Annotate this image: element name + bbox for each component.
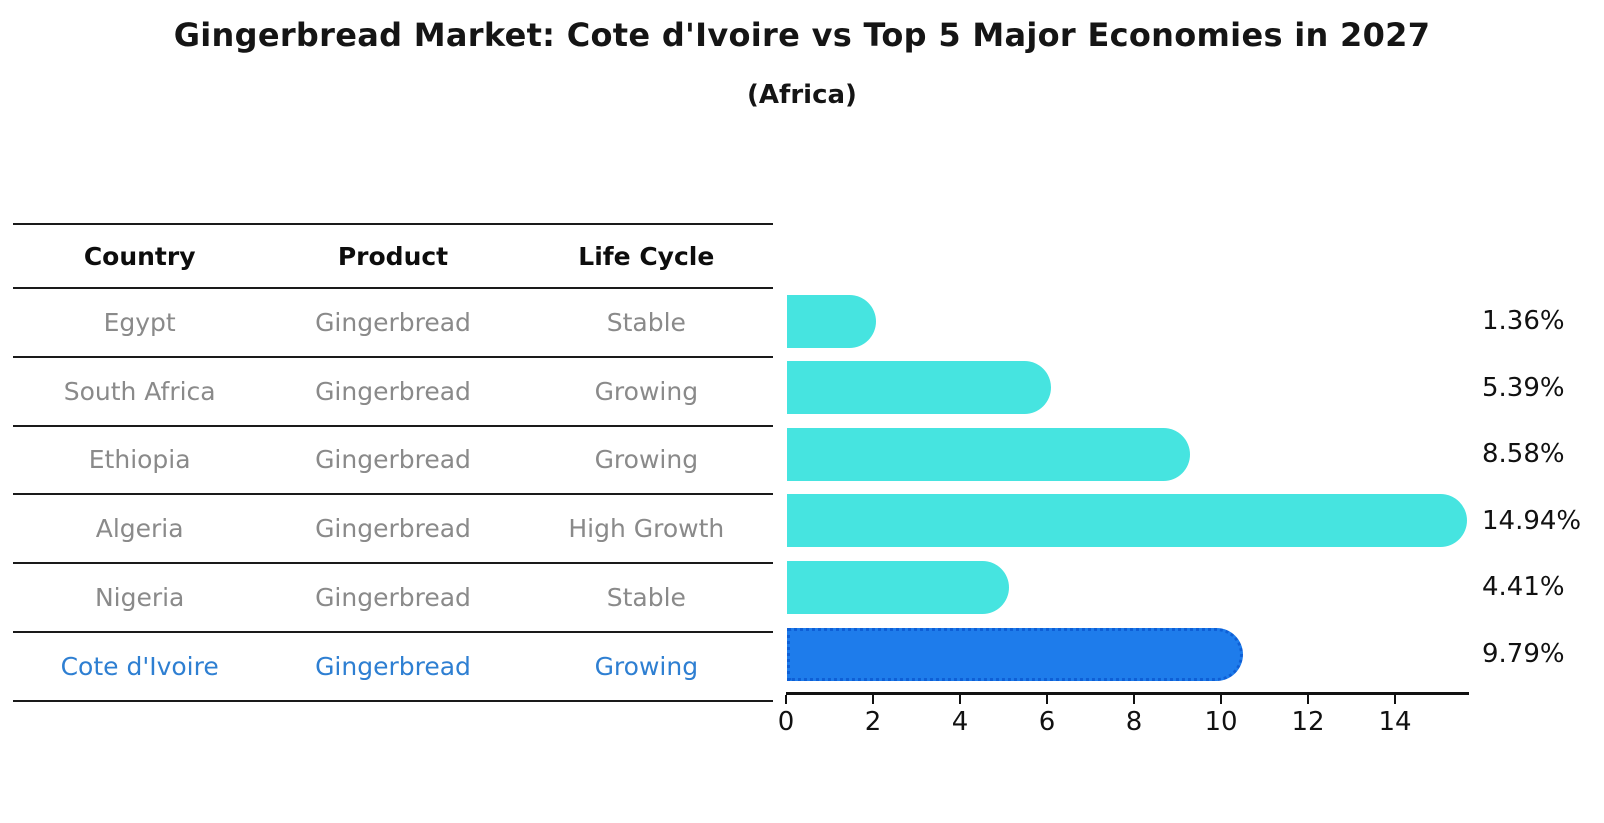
bar-value-label: 9.79% <box>1482 639 1565 669</box>
cell-life-cycle: Growing <box>594 651 699 681</box>
x-axis-tick <box>1394 695 1396 704</box>
bar-cote-divoire-highlighted <box>787 627 1243 681</box>
cell-life-cycle: Stable <box>606 307 686 337</box>
page-subtitle: (Africa) <box>747 80 857 110</box>
bar-nigeria <box>787 560 1009 614</box>
x-axis-tick <box>1133 695 1135 704</box>
table-header-row: Country Product Life Cycle <box>13 223 773 287</box>
x-axis-tick <box>1046 695 1048 704</box>
header-cell-product: Product <box>337 241 449 271</box>
cell-product: Gingerbread <box>315 445 471 475</box>
cell-country: South Africa <box>63 376 216 406</box>
cell-product: Gingerbread <box>315 307 471 337</box>
header-cell-country: Country <box>83 241 196 271</box>
bar-value-label: 14.94% <box>1482 505 1582 536</box>
x-axis-tick-label: 14 <box>1378 707 1412 737</box>
cell-country: Ethiopia <box>88 445 191 475</box>
cell-country: Cote d'Ivoire <box>60 651 219 681</box>
x-axis-tick-label: 2 <box>864 707 882 737</box>
cell-product: Gingerbread <box>315 651 471 681</box>
x-axis-tick <box>1307 695 1309 704</box>
cell-product: Gingerbread <box>315 583 471 613</box>
bar-value-label: 4.41% <box>1482 572 1565 603</box>
table-row-highlighted: Cote d'Ivoire Gingerbread Growing <box>13 630 773 700</box>
cell-country: Nigeria <box>94 583 185 613</box>
x-axis-tick <box>959 695 961 704</box>
bar-ethiopia <box>787 427 1191 481</box>
bar-value-label: 1.36% <box>1482 306 1565 336</box>
x-axis-tick-label: 6 <box>1038 707 1056 737</box>
bar-value-label: 5.39% <box>1482 372 1565 403</box>
header-cell-life-cycle: Life Cycle <box>578 241 715 271</box>
x-axis-tick-label: 0 <box>777 707 795 737</box>
x-axis-tick <box>785 695 787 704</box>
table-row: Algeria Gingerbread High Growth <box>13 493 773 562</box>
x-axis-tick-label: 10 <box>1204 707 1238 737</box>
cell-life-cycle: Growing <box>594 445 699 475</box>
bar-egypt <box>787 294 877 348</box>
cell-product: Gingerbread <box>315 514 471 544</box>
page-title: Gingerbread Market: Cote d'Ivoire vs Top… <box>173 16 1431 54</box>
table-row: South Africa Gingerbread Growing <box>13 355 773 425</box>
x-axis-line <box>786 692 1469 695</box>
bar-algeria <box>787 494 1467 548</box>
table-row: Egypt Gingerbread Stable <box>13 287 773 356</box>
table-row: Ethiopia Gingerbread Growing <box>13 424 773 494</box>
x-axis-tick-label: 12 <box>1291 707 1325 737</box>
table-row: Nigeria Gingerbread Stable <box>13 562 773 631</box>
bar-south-africa <box>787 361 1052 415</box>
x-axis-tick-label: 4 <box>951 707 969 737</box>
cell-product: Gingerbread <box>315 376 471 406</box>
x-axis-tick <box>1220 695 1222 704</box>
cell-country: Algeria <box>95 514 184 544</box>
cell-life-cycle: High Growth <box>568 514 725 544</box>
cell-life-cycle: Growing <box>594 376 699 406</box>
bar-value-label: 8.58% <box>1482 439 1565 470</box>
comparison-table: Country Product Life Cycle Egypt Gingerb… <box>13 223 773 702</box>
x-axis-tick-label: 8 <box>1125 707 1143 737</box>
x-axis-tick <box>872 695 874 704</box>
cell-life-cycle: Stable <box>606 583 686 613</box>
cell-country: Egypt <box>103 307 176 337</box>
